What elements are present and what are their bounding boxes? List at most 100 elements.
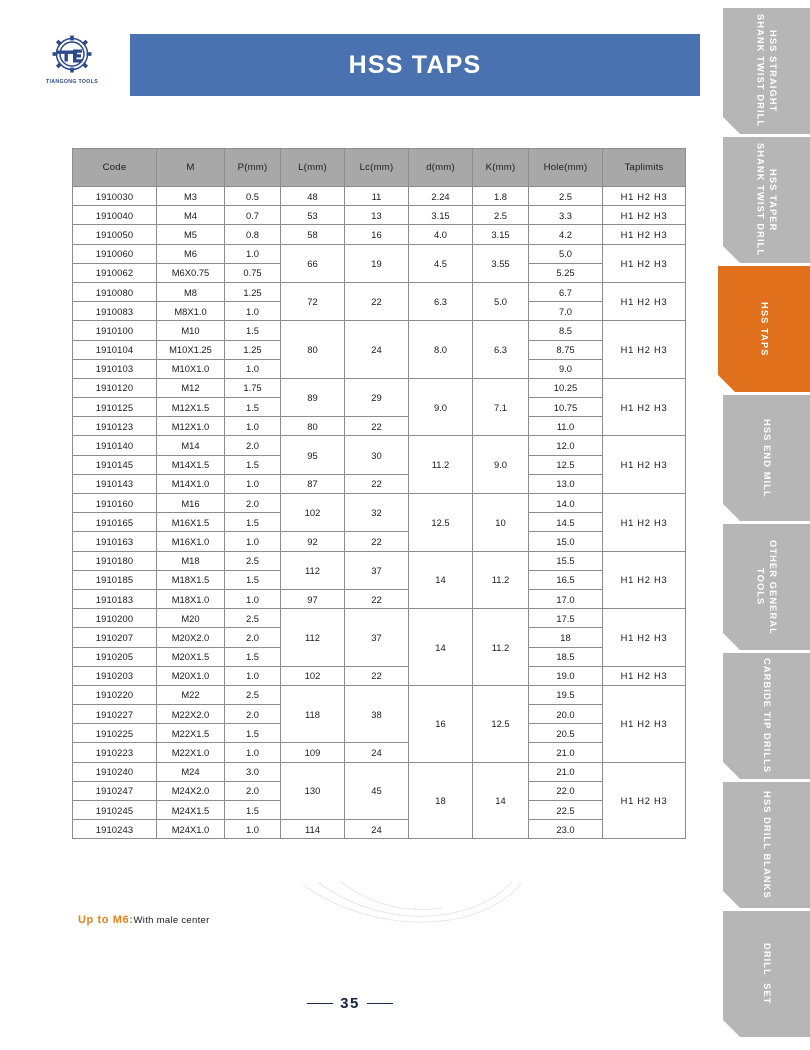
- cell-p: 1.25: [224, 339, 281, 360]
- sidebar-tab-label: HSS STRAIGHT SHANK TWIST DRILL: [755, 14, 779, 128]
- cell-l: 53: [280, 205, 345, 226]
- cell-l: 95: [280, 435, 345, 475]
- cell-p: 1.5: [224, 454, 281, 475]
- cell-k: 3.15: [472, 224, 529, 245]
- footnote-key: Up to M6:: [78, 914, 134, 926]
- cell-hole: 4.2: [528, 224, 603, 245]
- cell-code: 1910104: [72, 339, 157, 360]
- cell-tap-limits: H1 H2 H3: [602, 665, 686, 686]
- column-header: Code: [72, 148, 157, 187]
- cell-l: 66: [280, 243, 345, 283]
- cell-m: M8X1.0: [156, 301, 225, 322]
- cell-l: 80: [280, 416, 345, 437]
- table-row: 1910243 M24X1.0 1.0 114 24 23.0: [72, 819, 686, 840]
- cell-code: 1910080: [72, 281, 157, 303]
- cell-p: 1.5: [224, 723, 281, 744]
- cell-p: 0.5: [224, 185, 281, 207]
- table-row: 1910040 M4 0.7 53 13 3.15 2.5 3.3 H1 H2 H3: [72, 205, 686, 226]
- page-number-dash-right: [366, 1002, 393, 1005]
- cell-m: M22: [156, 684, 225, 706]
- cell-p: 2.5: [224, 608, 281, 629]
- table-row: 1910100 M10 1.5 80 24 8.0 6.3 8.5 H1 H2 H3: [72, 320, 686, 379]
- cell-p: 1.0: [224, 473, 281, 495]
- cell-code: 1910245: [72, 799, 157, 821]
- cell-m: M22X1.5: [156, 723, 225, 744]
- title-bar: HSS TAPS: [130, 34, 700, 96]
- cell-hole: 21.0: [528, 742, 603, 763]
- sidebar-tab-label: HSS END MILL: [761, 418, 772, 498]
- table-row: 1910143 M14X1.0 1.0 87 22 13.0: [72, 473, 686, 495]
- cell-hole: 12.0: [528, 435, 603, 456]
- cell-m: M24X1.0: [156, 819, 225, 840]
- table-header-row: Code M P(mm) L(mm) Lc(mm) d(mm) K(mm) Hole(mm) T…: [72, 148, 686, 187]
- table-row: 1910223 M22X1.0 1.0 109 24 21.0: [72, 742, 686, 763]
- cell-code: 1910220: [72, 684, 157, 706]
- cell-hole: 8.5: [528, 320, 603, 341]
- sidebar-tab[interactable]: HSS TAPS: [718, 266, 810, 392]
- cell-l: 92: [280, 531, 345, 552]
- cell-lc: 30: [344, 435, 409, 475]
- cell-code: 1910120: [72, 377, 157, 399]
- cell-code: 1910145: [72, 454, 157, 475]
- cell-lc: 11: [344, 185, 409, 207]
- cell-code: 1910165: [72, 512, 157, 533]
- cell-tap-limits: H1 H2 H3: [602, 493, 686, 552]
- cell-hole: 14.5: [528, 512, 603, 533]
- tab-corner-notch: [723, 504, 740, 521]
- cell-l: 102: [280, 492, 345, 533]
- cell-p: 1.0: [224, 665, 281, 686]
- table-row: 1910200 M20 2.5 112 37 14 11.2 17.5 H1 H2 H3: [72, 608, 686, 686]
- column-header: M: [156, 148, 225, 187]
- table-row: 1910205 M20X1.5 1.5 18.5: [72, 646, 686, 667]
- cell-hole: 9.0: [528, 358, 603, 379]
- tab-corner-notch: [723, 246, 740, 263]
- cell-hole: 14.0: [528, 492, 603, 514]
- cell-tap-limits: H1 H2 H3: [602, 377, 686, 437]
- cell-m: M24X2.0: [156, 780, 225, 802]
- cell-m: M20X1.5: [156, 646, 225, 667]
- cell-hole: 22.0: [528, 780, 603, 802]
- cell-k: 3.55: [472, 243, 529, 283]
- cell-hole: 15.5: [528, 550, 603, 571]
- cell-k: 1.8: [472, 185, 529, 207]
- cell-l: 130: [280, 761, 345, 821]
- cell-d: 2.24: [408, 185, 473, 207]
- cell-m: M8: [156, 281, 225, 303]
- sidebar-tab[interactable]: HSS END MILL: [723, 395, 810, 521]
- cell-hole: 10.75: [528, 397, 603, 418]
- tab-corner-notch: [723, 762, 740, 779]
- cell-m: M14: [156, 435, 225, 456]
- table-row: 1910103 M10X1.0 1.0 9.0: [72, 358, 686, 379]
- cell-p: 1.5: [224, 512, 281, 533]
- cell-code: 1910083: [72, 301, 157, 322]
- tab-corner-notch: [723, 891, 740, 908]
- cell-code: 1910062: [72, 262, 157, 283]
- cell-l: 89: [280, 377, 345, 418]
- page-header: TIANGONG TOOLS HSS TAPS: [0, 28, 700, 108]
- cell-m: M10: [156, 320, 225, 341]
- sidebar-tab[interactable]: CARBIDE TIP DRILLS: [723, 653, 810, 779]
- cell-d: 14: [408, 550, 473, 610]
- cell-m: M6: [156, 243, 225, 264]
- cell-p: 0.7: [224, 205, 281, 226]
- cell-lc: 22: [344, 588, 409, 610]
- cell-m: M5: [156, 224, 225, 245]
- cell-l: 48: [280, 185, 345, 207]
- sidebar-tab[interactable]: OTHER GENERAL TOOLS: [723, 524, 810, 650]
- cell-tap-limits: H1 H2 H3: [602, 761, 686, 840]
- cell-lc: 45: [344, 761, 409, 821]
- table-row: 1910165 M16X1.5 1.5 14.5: [72, 512, 686, 533]
- cell-code: 1910203: [72, 665, 157, 686]
- table-row: 1910030 M3 0.5 48 11 2.24 1.8 2.5 H1 H2 H3: [72, 185, 686, 207]
- page-number-block: 35: [0, 995, 700, 1012]
- sidebar-tab[interactable]: HSS DRILL BLANKS: [723, 782, 810, 908]
- cell-d: 4.0: [408, 224, 473, 245]
- cell-lc: 22: [344, 416, 409, 437]
- logo-caption: TIANGONG TOOLS: [45, 79, 99, 85]
- sidebar-tab[interactable]: HSS TAPER SHANK TWIST DRILL: [723, 137, 810, 263]
- column-header: Taplimits: [602, 148, 686, 187]
- sidebar-tab[interactable]: DRILL SET: [723, 911, 810, 1037]
- sidebar-tab[interactable]: HSS STRAIGHT SHANK TWIST DRILL: [723, 8, 810, 134]
- table-row: 1910060 M6 1.0 66 19 4.5 3.55 5.0 H1 H2 H3: [72, 243, 686, 283]
- cell-tap-limits: H1 H2 H3: [602, 205, 686, 226]
